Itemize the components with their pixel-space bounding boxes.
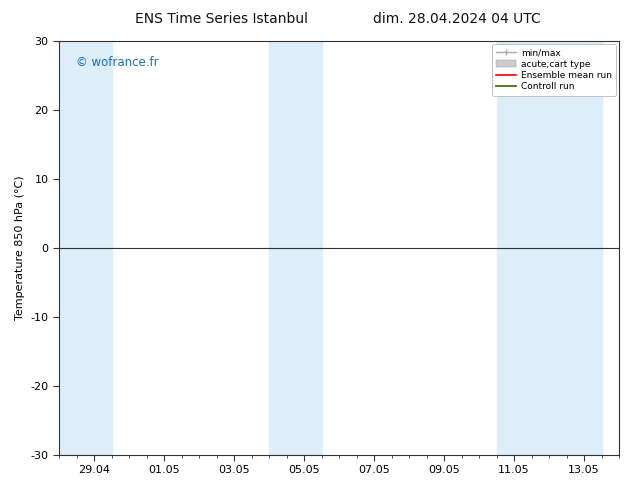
Bar: [496, 41, 602, 455]
Bar: [59, 41, 112, 455]
Y-axis label: Temperature 850 hPa (°C): Temperature 850 hPa (°C): [15, 175, 25, 320]
Text: dim. 28.04.2024 04 UTC: dim. 28.04.2024 04 UTC: [373, 12, 540, 26]
Text: © wofrance.fr: © wofrance.fr: [76, 55, 158, 69]
Legend: min/max, acute;cart type, Ensemble mean run, Controll run: min/max, acute;cart type, Ensemble mean …: [492, 44, 616, 96]
Text: ENS Time Series Istanbul: ENS Time Series Istanbul: [136, 12, 308, 26]
Bar: [269, 41, 321, 455]
